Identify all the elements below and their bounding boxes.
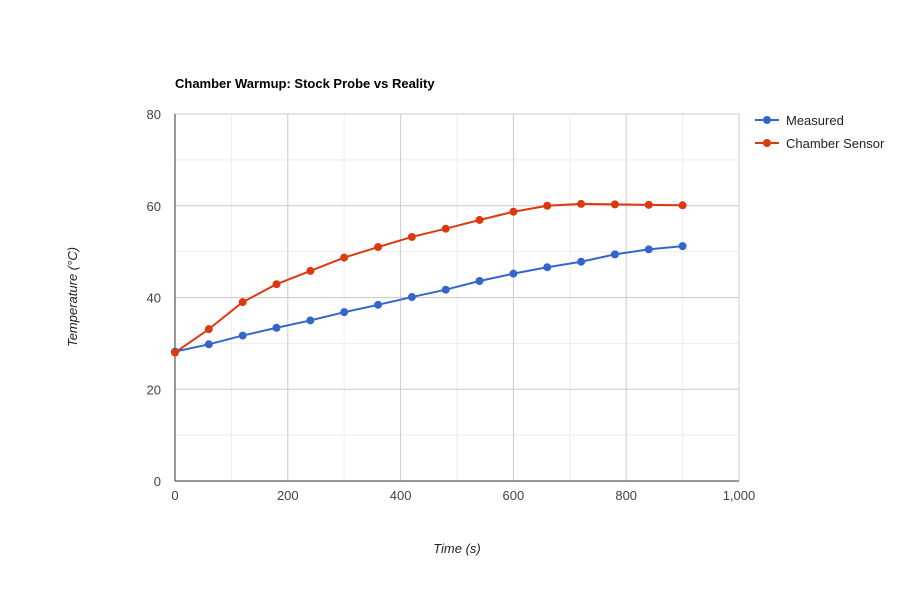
data-point-chamber-sensor[interactable] — [306, 266, 315, 275]
data-point-chamber-sensor[interactable] — [272, 280, 281, 289]
data-point-measured[interactable] — [441, 285, 450, 294]
y-tick-label: 80 — [147, 107, 161, 122]
data-point-chamber-sensor[interactable] — [238, 298, 247, 307]
legend[interactable]: Measured Chamber Sensor — [755, 113, 885, 151]
series-line-measured — [174, 245, 683, 353]
data-point-measured[interactable] — [543, 263, 552, 272]
x-tick-label: 400 — [390, 488, 412, 503]
data-point-chamber-sensor[interactable] — [475, 215, 484, 224]
data-point-chamber-sensor[interactable] — [441, 224, 450, 233]
data-point-measured[interactable] — [340, 308, 349, 317]
x-axis-title: Time (s) — [433, 541, 481, 556]
data-point-chamber-sensor[interactable] — [678, 201, 687, 210]
legend-swatch-marker — [763, 139, 771, 147]
data-point-measured[interactable] — [475, 276, 484, 285]
x-tick-label: 1,000 — [723, 488, 756, 503]
data-point-measured[interactable] — [272, 323, 281, 332]
data-point-measured[interactable] — [238, 331, 247, 340]
data-point-measured[interactable] — [407, 293, 416, 302]
chart-title: Chamber Warmup: Stock Probe vs Reality — [175, 76, 435, 91]
grid — [175, 113, 740, 481]
data-point-chamber-sensor[interactable] — [543, 201, 552, 210]
y-tick-label: 40 — [147, 291, 161, 306]
data-point-measured[interactable] — [306, 316, 315, 325]
x-tick-label: 800 — [615, 488, 637, 503]
data-point-measured[interactable] — [678, 242, 687, 251]
x-tick-label: 200 — [277, 488, 299, 503]
legend-item-chamber-sensor[interactable]: Chamber Sensor — [755, 136, 885, 151]
legend-label: Chamber Sensor — [786, 136, 885, 151]
data-point-chamber-sensor[interactable] — [204, 325, 213, 334]
legend-item-measured[interactable]: Measured — [755, 113, 844, 128]
data-point-chamber-sensor[interactable] — [340, 253, 349, 262]
y-tick-label: 60 — [147, 199, 161, 214]
data-point-chamber-sensor[interactable] — [407, 232, 416, 241]
y-tick-label: 0 — [154, 474, 161, 489]
y-tick-label: 20 — [147, 382, 161, 397]
legend-swatch-marker — [763, 116, 771, 124]
axes: 0 200 400 600 800 1,000 0 20 40 60 80 — [147, 107, 756, 503]
data-point-measured[interactable] — [509, 269, 518, 278]
data-point-chamber-sensor[interactable] — [577, 199, 586, 208]
x-tick-label: 0 — [171, 488, 178, 503]
data-point-chamber-sensor[interactable] — [644, 200, 653, 209]
data-point-measured[interactable] — [577, 257, 586, 266]
data-point-chamber-sensor[interactable] — [610, 200, 619, 209]
data-point-chamber-sensor[interactable] — [509, 207, 518, 216]
data-point-measured[interactable] — [204, 340, 213, 349]
x-tick-label: 600 — [503, 488, 525, 503]
y-axis-title: Temperature (°C) — [65, 247, 80, 347]
data-point-chamber-sensor[interactable] — [171, 348, 179, 357]
data-point-measured[interactable] — [644, 245, 653, 254]
legend-label: Measured — [786, 113, 844, 128]
data-point-measured[interactable] — [374, 300, 383, 309]
series — [171, 199, 687, 357]
data-point-chamber-sensor[interactable] — [374, 243, 383, 252]
data-point-measured[interactable] — [610, 250, 619, 259]
series-line-chamber-sensor — [174, 202, 683, 354]
